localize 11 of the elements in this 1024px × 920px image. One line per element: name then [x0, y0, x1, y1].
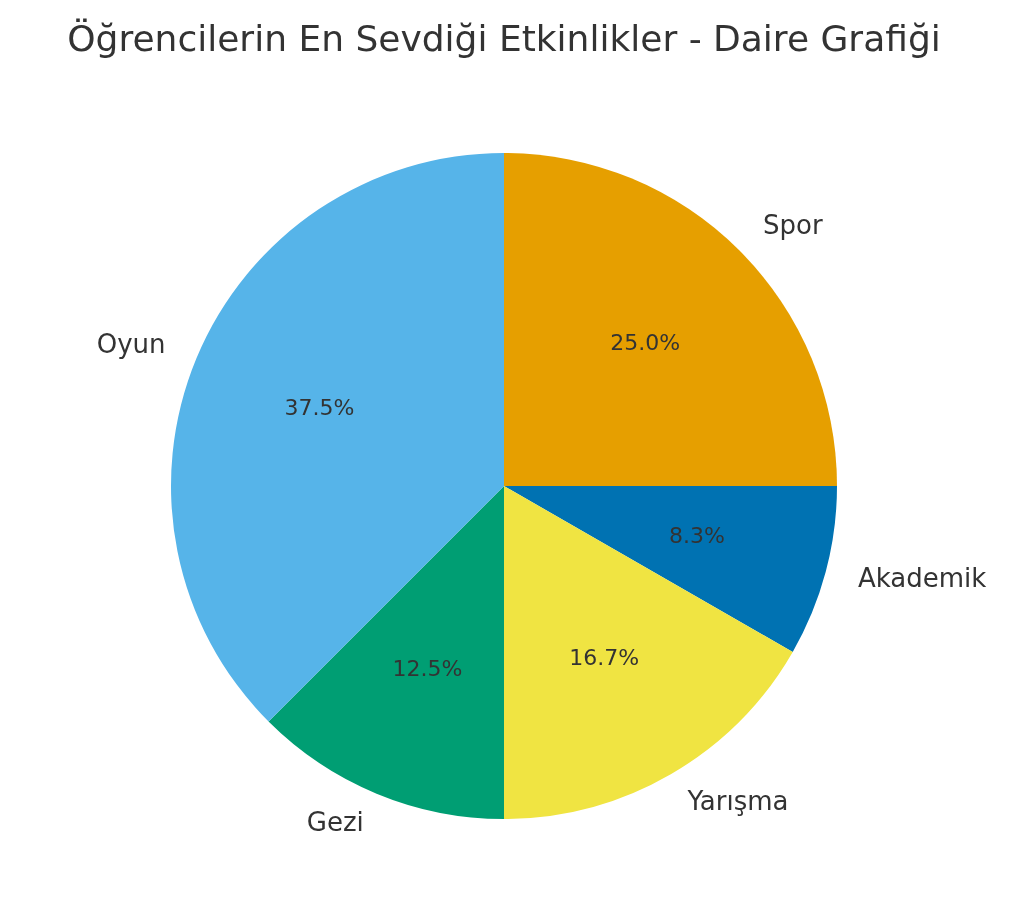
data-label: 8.3%	[669, 523, 725, 549]
data-label: 25.0%	[610, 330, 681, 356]
slice-label: Akademik	[857, 563, 987, 594]
data-label: 37.5%	[284, 395, 355, 421]
data-label: 12.5%	[392, 656, 463, 682]
slice-label: Gezi	[306, 807, 364, 838]
chart-title: Öğrencilerin En Sevdiği Etkinlikler - Daire Grafiği	[67, 18, 941, 60]
slice-label: Spor	[763, 209, 823, 240]
slice-label: Oyun	[96, 328, 166, 359]
data-label: 16.7%	[569, 644, 640, 670]
slice-label: Yarışma	[686, 785, 789, 816]
